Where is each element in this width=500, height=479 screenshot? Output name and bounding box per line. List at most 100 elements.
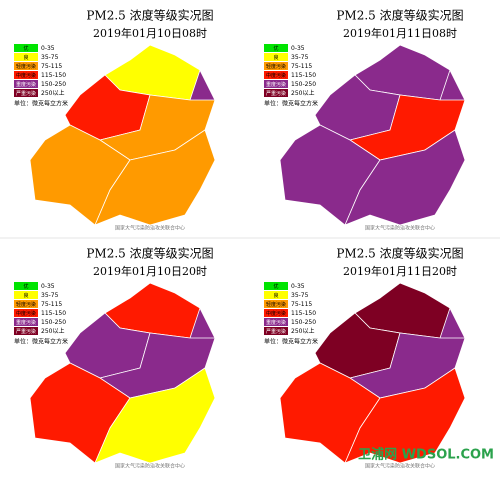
legend-range: 150-250 bbox=[291, 319, 316, 326]
legend-range: 0-35 bbox=[41, 283, 55, 290]
legend-range: 75-115 bbox=[291, 301, 312, 308]
legend-swatch bbox=[14, 282, 38, 290]
legend-name: 中度污染 bbox=[16, 310, 36, 317]
map-region bbox=[344, 129, 466, 226]
legend-name: 严重污染 bbox=[266, 328, 286, 335]
legend-range: 0-35 bbox=[291, 283, 305, 290]
legend-name: 重度污染 bbox=[16, 319, 36, 326]
legend-range: 250以上 bbox=[291, 89, 314, 97]
legend-name: 严重污染 bbox=[266, 90, 286, 97]
legend-name: 轻度污染 bbox=[266, 301, 286, 308]
legend-unit: 单位：微克每立方米 bbox=[264, 100, 318, 108]
map-region bbox=[29, 124, 131, 226]
legend-range: 150-250 bbox=[41, 319, 66, 326]
panel-time: 2019年01月10日20时 bbox=[93, 264, 207, 278]
legend-range: 75-115 bbox=[41, 301, 62, 308]
legend-swatch bbox=[264, 291, 288, 299]
panel-title: PM2.5 浓度等级实况图 bbox=[86, 246, 213, 261]
legend-name: 优 bbox=[273, 45, 278, 52]
legend-swatch bbox=[264, 80, 288, 88]
map-region bbox=[279, 124, 381, 226]
legend-name: 重度污染 bbox=[266, 81, 286, 88]
panel-time: 2019年01月11日08时 bbox=[343, 26, 457, 40]
legend-swatch bbox=[264, 62, 288, 70]
legend-name: 严重污染 bbox=[16, 328, 36, 335]
legend-name: 良 bbox=[23, 54, 28, 61]
legend-range: 150-250 bbox=[291, 81, 316, 88]
legend-name: 优 bbox=[23, 45, 28, 52]
legend-range: 75-115 bbox=[291, 63, 312, 70]
legend-swatch bbox=[14, 327, 38, 335]
source-note: 国家大气污染防治攻关联合中心 bbox=[115, 463, 185, 470]
legend-unit: 单位：微克每立方米 bbox=[14, 100, 68, 108]
legend-range: 35-75 bbox=[41, 54, 59, 61]
legend-name: 轻度污染 bbox=[16, 63, 36, 70]
panel-title: PM2.5 浓度等级实况图 bbox=[336, 8, 463, 23]
legend-swatch bbox=[14, 291, 38, 299]
legend-name: 重度污染 bbox=[266, 319, 286, 326]
source-note: 国家大气污染防治攻关联合中心 bbox=[365, 463, 435, 470]
legend-unit: 单位：微克每立方米 bbox=[14, 338, 68, 346]
legend-range: 0-35 bbox=[41, 45, 55, 52]
legend-swatch bbox=[264, 89, 288, 97]
legend-unit: 单位：微克每立方米 bbox=[264, 338, 318, 346]
map-region bbox=[94, 129, 216, 226]
legend-range: 0-35 bbox=[291, 45, 305, 52]
legend-range: 35-75 bbox=[291, 292, 309, 299]
legend-range: 250以上 bbox=[41, 89, 64, 97]
legend-swatch bbox=[264, 318, 288, 326]
panel-title: PM2.5 浓度等级实况图 bbox=[336, 246, 463, 261]
legend-swatch bbox=[14, 44, 38, 52]
legend-swatch bbox=[14, 300, 38, 308]
legend-name: 良 bbox=[273, 292, 278, 299]
legend-name: 重度污染 bbox=[16, 81, 36, 88]
source-note: 国家大气污染防治攻关联合中心 bbox=[365, 225, 435, 232]
legend-swatch bbox=[14, 80, 38, 88]
legend-swatch bbox=[14, 71, 38, 79]
legend-name: 轻度污染 bbox=[16, 301, 36, 308]
legend-swatch bbox=[14, 318, 38, 326]
panel-time: 2019年01月10日08时 bbox=[93, 26, 207, 40]
legend-name: 中度污染 bbox=[266, 310, 286, 317]
legend-swatch bbox=[264, 53, 288, 61]
legend-name: 中度污染 bbox=[16, 72, 36, 79]
legend-range: 115-150 bbox=[41, 72, 66, 79]
legend-name: 严重污染 bbox=[16, 90, 36, 97]
legend-swatch bbox=[264, 309, 288, 317]
legend-swatch bbox=[264, 282, 288, 290]
legend-range: 115-150 bbox=[291, 310, 316, 317]
panel-time: 2019年01月11日20时 bbox=[343, 264, 457, 278]
source-note: 国家大气污染防治攻关联合中心 bbox=[115, 225, 185, 232]
legend-swatch bbox=[264, 71, 288, 79]
legend-name: 良 bbox=[273, 54, 278, 61]
legend-name: 轻度污染 bbox=[266, 63, 286, 70]
legend-swatch bbox=[264, 300, 288, 308]
map-region bbox=[344, 367, 466, 464]
legend-range: 150-250 bbox=[41, 81, 66, 88]
map-region bbox=[94, 367, 216, 464]
legend-swatch bbox=[14, 89, 38, 97]
legend-swatch bbox=[264, 44, 288, 52]
map-region bbox=[279, 362, 381, 464]
legend-range: 115-150 bbox=[291, 72, 316, 79]
legend-range: 250以上 bbox=[291, 327, 314, 335]
legend-range: 115-150 bbox=[41, 310, 66, 317]
legend-swatch bbox=[14, 62, 38, 70]
legend-range: 250以上 bbox=[41, 327, 64, 335]
legend-range: 35-75 bbox=[41, 292, 59, 299]
legend-name: 良 bbox=[23, 292, 28, 299]
map-region bbox=[29, 362, 131, 464]
legend-name: 中度污染 bbox=[266, 72, 286, 79]
legend-swatch bbox=[14, 309, 38, 317]
legend-range: 35-75 bbox=[291, 54, 309, 61]
legend-name: 优 bbox=[23, 283, 28, 290]
legend-swatch bbox=[14, 53, 38, 61]
legend-name: 优 bbox=[273, 283, 278, 290]
legend-swatch bbox=[264, 327, 288, 335]
watermark: 卫浦网 WDSOL.COM bbox=[358, 447, 494, 463]
